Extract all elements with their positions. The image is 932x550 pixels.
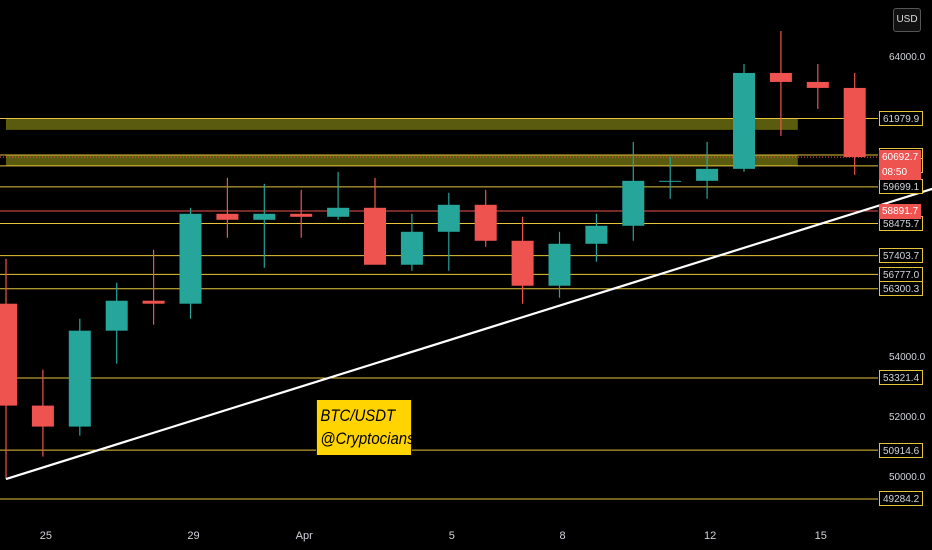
annotation-line-1: BTC/USDT bbox=[320, 406, 396, 425]
candle-down bbox=[31, 405, 54, 427]
level-price-label: 56300.3 bbox=[879, 281, 924, 297]
y-tick-label: 54000.0 bbox=[889, 352, 926, 364]
level-price-label: 61979.9 bbox=[879, 110, 924, 126]
trendline bbox=[5, 187, 932, 481]
time-axis-pane[interactable] bbox=[0, 520, 878, 550]
candle-up bbox=[437, 204, 460, 232]
x-tick-label: Apr bbox=[296, 530, 313, 542]
candle-down bbox=[806, 81, 829, 88]
candle-down bbox=[142, 300, 165, 304]
candle-down bbox=[474, 204, 497, 241]
level-price-label: 57403.7 bbox=[879, 248, 924, 264]
annotation-label: BTC/USDT @Cryptocians bbox=[316, 399, 415, 456]
candle-up bbox=[696, 168, 719, 181]
x-tick-label: 29 bbox=[187, 530, 199, 542]
candle-countdown: 08:50 bbox=[882, 166, 908, 178]
current-price-label: 60692.7 08:50 bbox=[879, 149, 922, 180]
currency-button[interactable]: USD bbox=[893, 8, 921, 32]
x-tick-label: 5 bbox=[449, 530, 455, 542]
candle-up bbox=[585, 225, 608, 244]
level-price-label: 49284.2 bbox=[879, 491, 924, 507]
candle-up bbox=[659, 180, 682, 182]
candle-up bbox=[548, 243, 571, 286]
chart-pane bbox=[0, 0, 878, 520]
x-tick-label: 12 bbox=[704, 530, 716, 542]
candle-down bbox=[511, 240, 534, 286]
candle-down bbox=[769, 72, 792, 82]
annotation-line-2: @Cryptocians bbox=[320, 429, 415, 448]
candle-up bbox=[733, 72, 755, 169]
candle-down bbox=[843, 87, 866, 158]
level-price-label: 56777.0 bbox=[879, 266, 924, 282]
candle-down bbox=[0, 303, 17, 406]
resistance-zone bbox=[6, 155, 798, 166]
candle-down bbox=[216, 213, 239, 220]
candle-up bbox=[105, 300, 128, 331]
level-price-label: 50914.6 bbox=[879, 442, 924, 458]
candle-up bbox=[68, 330, 91, 427]
red-level-price-label: 58891.7 bbox=[879, 203, 922, 219]
candle-up bbox=[179, 213, 202, 304]
candle-up bbox=[400, 231, 423, 265]
candle-up bbox=[253, 213, 276, 220]
x-tick-label: 15 bbox=[815, 530, 827, 542]
y-tick-label: 50000.0 bbox=[889, 472, 926, 484]
candle-down bbox=[364, 207, 386, 265]
candle-down bbox=[290, 213, 313, 217]
level-price-label: 59699.1 bbox=[879, 179, 924, 195]
current-price-value: 60692.7 bbox=[882, 151, 919, 163]
y-tick-label: 64000.0 bbox=[889, 52, 926, 64]
candle-up bbox=[327, 207, 350, 217]
candle-up bbox=[622, 180, 645, 226]
level-price-label: 53321.4 bbox=[879, 370, 924, 386]
y-tick-label: 52000.0 bbox=[889, 412, 926, 424]
x-tick-label: 25 bbox=[40, 530, 52, 542]
x-tick-label: 8 bbox=[559, 530, 565, 542]
resistance-zone bbox=[6, 118, 798, 130]
